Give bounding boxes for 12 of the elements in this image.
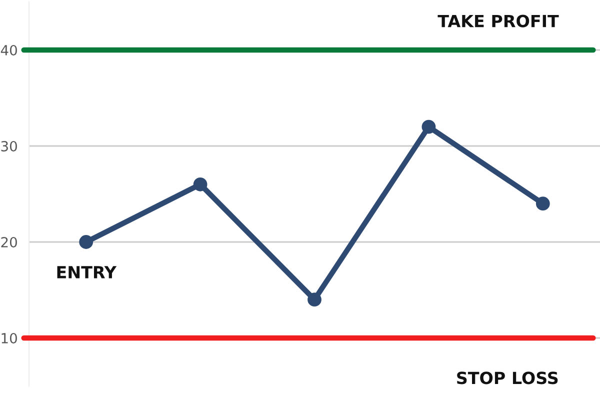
- annotation: ENTRY: [57, 266, 117, 278]
- ref-line-label: TAKE PROFIT: [438, 14, 559, 28]
- point: [193, 177, 208, 192]
- point: [308, 292, 322, 307]
- point: [422, 120, 436, 134]
- ref-line-label: STOP LOSS: [457, 372, 558, 384]
- point: [79, 235, 94, 249]
- point: [536, 196, 550, 211]
- y-tick-label: 40: [0, 44, 17, 56]
- y-tick-label: 30: [1, 140, 17, 152]
- y-tick-label: 20: [1, 236, 17, 248]
- y-tick-label: 10: [2, 332, 17, 344]
